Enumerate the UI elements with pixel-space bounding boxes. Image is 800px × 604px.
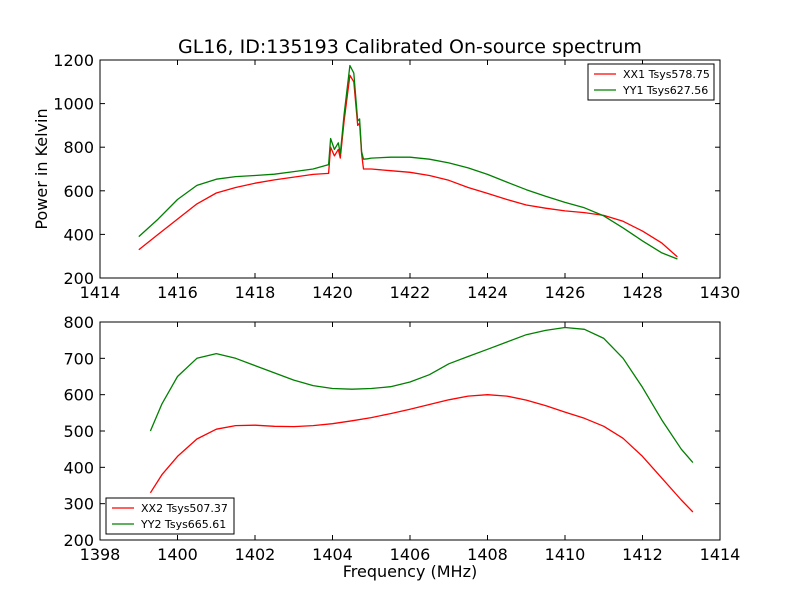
bottom-x-tick-label: 1406 bbox=[390, 545, 431, 564]
bottom-x-tick-label: 1404 bbox=[312, 545, 353, 564]
bottom-y-tick-label: 200 bbox=[63, 531, 94, 550]
top-x-tick-label: 1424 bbox=[467, 283, 508, 302]
top-x-tick-label: 1428 bbox=[622, 283, 663, 302]
bottom-x-tick-label: 1410 bbox=[545, 545, 586, 564]
bottom-legend-label-1: XX2 Tsys507.37 bbox=[141, 502, 228, 515]
bottom-legend-label-2: YY2 Tsys665.61 bbox=[140, 518, 226, 531]
top-x-tick-label: 1416 bbox=[157, 283, 198, 302]
bottom-y-tick-label: 400 bbox=[63, 458, 94, 477]
top-legend-box bbox=[587, 63, 715, 101]
top-series-line-2 bbox=[138, 64, 678, 260]
x-axis-label: Frequency (MHz) bbox=[343, 562, 477, 581]
bottom-panel: 1398 1400 1402 1404 1406 1408 1410 1412 1414 200 3… bbox=[63, 313, 740, 564]
bottom-x-tick-label: 1414 bbox=[700, 545, 741, 564]
top-y-tick-label: 400 bbox=[63, 225, 94, 244]
top-x-tick-label: 1422 bbox=[390, 283, 431, 302]
bottom-y-tick-label: 800 bbox=[63, 313, 94, 332]
top-y-tick-label: 1200 bbox=[53, 51, 94, 70]
top-x-tick-label: 1414 bbox=[80, 283, 121, 302]
bottom-x-tick-label: 1408 bbox=[467, 545, 508, 564]
bottom-y-tick-label: 700 bbox=[63, 349, 94, 368]
y-axis-label: Power in Kelvin bbox=[32, 108, 51, 229]
bottom-y-tick-label: 300 bbox=[63, 495, 94, 514]
top-x-tick-label: 1426 bbox=[545, 283, 586, 302]
top-x-tick-label: 1420 bbox=[312, 283, 353, 302]
chart-title: GL16, ID:135193 Calibrated On-source spe… bbox=[178, 36, 642, 58]
top-y-tick-label: 1000 bbox=[53, 95, 94, 114]
top-legend-label-1: XX1 Tsys578.75 bbox=[623, 68, 710, 81]
top-y-tick-label: 600 bbox=[63, 182, 94, 201]
bottom-x-tick-label: 1400 bbox=[157, 545, 198, 564]
top-y-tick-label: 200 bbox=[63, 269, 94, 288]
bottom-x-tick-label: 1398 bbox=[80, 545, 121, 564]
bottom-x-tick-label: 1402 bbox=[235, 545, 276, 564]
bottom-x-tick-label: 1412 bbox=[622, 545, 663, 564]
bottom-series-line-2 bbox=[149, 326, 694, 464]
top-x-tick-label: 1430 bbox=[700, 283, 741, 302]
bottom-y-tick-label: 500 bbox=[63, 422, 94, 441]
bottom-legend-box bbox=[105, 497, 235, 535]
bottom-legend: XX2 Tsys507.37 YY2 Tsys665.61 bbox=[105, 497, 235, 535]
top-legend-label-2: YY1 Tsys627.56 bbox=[622, 84, 708, 97]
top-legend: XX1 Tsys578.75 YY1 Tsys627.56 bbox=[587, 63, 715, 101]
bottom-y-tick-label: 600 bbox=[63, 386, 94, 405]
top-x-tick-label: 1418 bbox=[235, 283, 276, 302]
top-y-tick-label: 800 bbox=[63, 138, 94, 157]
bottom-series-line-1 bbox=[149, 394, 694, 513]
top-panel: 1414 1416 1418 1420 1422 1424 1426 1428 1430 200 4… bbox=[53, 51, 740, 302]
